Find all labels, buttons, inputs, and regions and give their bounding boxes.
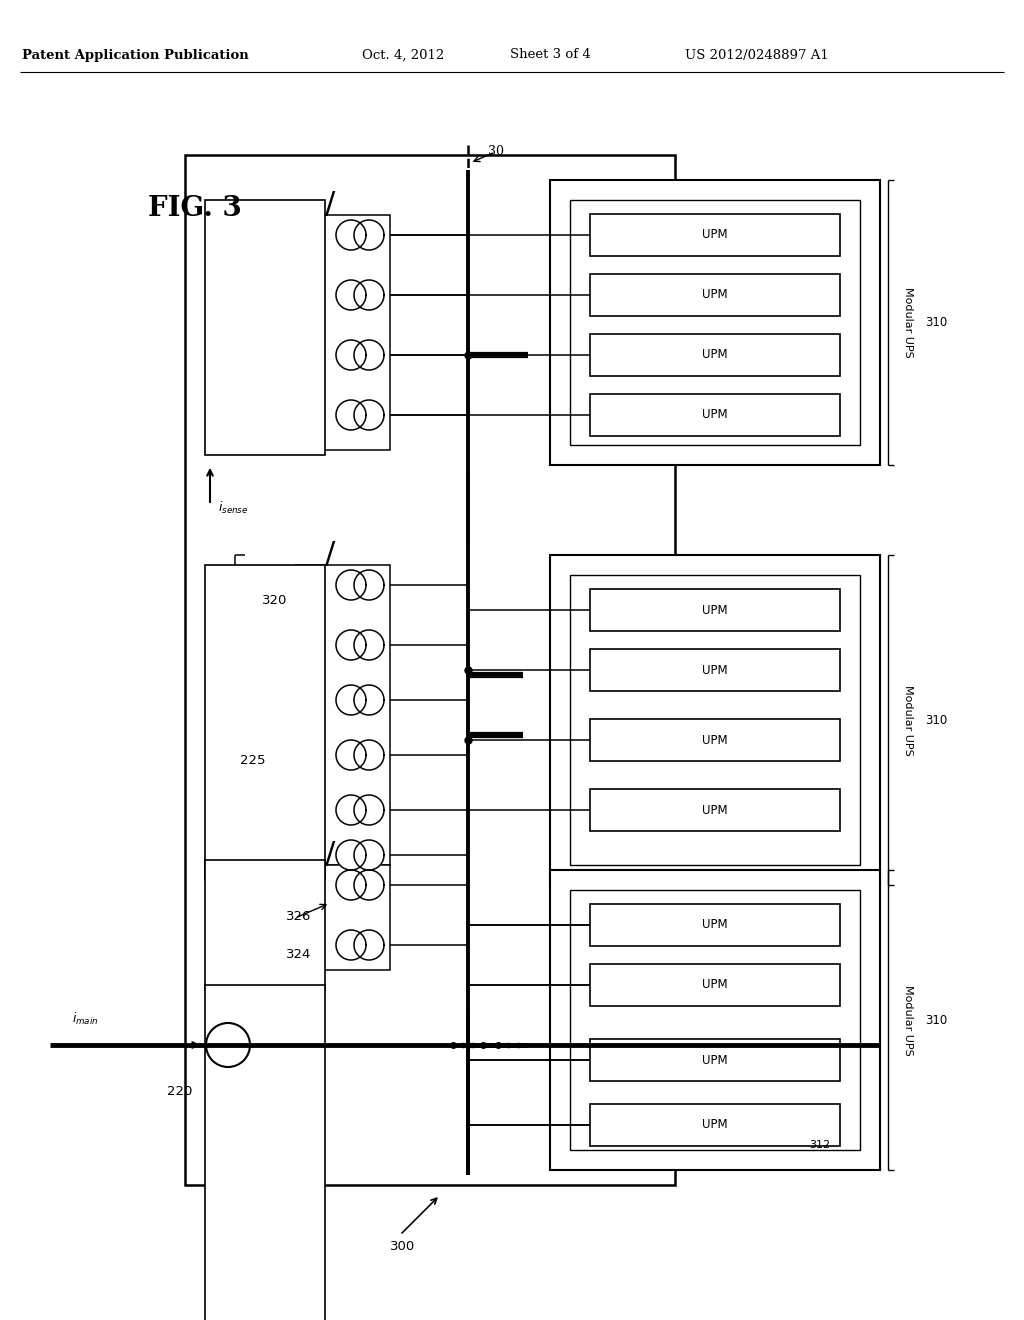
Bar — [253, 1023, 318, 1067]
Text: /: / — [325, 190, 335, 219]
Text: UPM: UPM — [702, 978, 728, 991]
Circle shape — [354, 400, 384, 430]
Circle shape — [206, 1023, 250, 1067]
Bar — [590, 589, 840, 631]
Circle shape — [336, 685, 366, 715]
Bar — [590, 964, 840, 1006]
Text: 310: 310 — [925, 1014, 947, 1027]
Bar — [590, 334, 840, 376]
Text: UPM: UPM — [702, 1053, 728, 1067]
Text: 300: 300 — [390, 1239, 416, 1253]
Text: Modular UPS: Modular UPS — [903, 288, 913, 358]
Text: UPM: UPM — [702, 664, 728, 676]
Text: UPM: UPM — [702, 804, 728, 817]
Circle shape — [354, 931, 384, 960]
Text: UPM: UPM — [702, 734, 728, 747]
Circle shape — [354, 630, 384, 660]
Text: UPM: UPM — [702, 1118, 728, 1131]
Text: UPM: UPM — [702, 228, 728, 242]
Text: Patent Application Publication: Patent Application Publication — [22, 49, 249, 62]
Text: 30: 30 — [488, 145, 504, 158]
Text: Modular UPS: Modular UPS — [903, 985, 913, 1056]
Text: 326: 326 — [286, 909, 311, 923]
Bar — [570, 576, 860, 865]
Text: UPM: UPM — [702, 289, 728, 301]
Bar — [550, 554, 880, 884]
Text: 324: 324 — [286, 948, 311, 961]
Bar — [590, 904, 840, 946]
Circle shape — [336, 400, 366, 430]
Circle shape — [336, 795, 366, 825]
Circle shape — [336, 741, 366, 770]
Text: US 2012/0248897 A1: US 2012/0248897 A1 — [685, 49, 828, 62]
Text: 310: 310 — [925, 714, 947, 726]
Circle shape — [354, 341, 384, 370]
Text: 220: 220 — [167, 1085, 193, 1098]
Text: UPM: UPM — [702, 348, 728, 362]
Text: UPM: UPM — [702, 408, 728, 421]
Circle shape — [354, 840, 384, 870]
Circle shape — [354, 685, 384, 715]
Circle shape — [336, 840, 366, 870]
Circle shape — [354, 280, 384, 310]
Circle shape — [354, 870, 384, 900]
Circle shape — [336, 870, 366, 900]
Bar — [295, 865, 390, 970]
Text: UPM: UPM — [702, 919, 728, 932]
Circle shape — [354, 741, 384, 770]
Circle shape — [354, 570, 384, 601]
Bar — [590, 275, 840, 315]
Text: $i_{sense}$: $i_{sense}$ — [218, 500, 249, 516]
Text: FIG. 3: FIG. 3 — [148, 195, 242, 222]
Bar — [590, 1104, 840, 1146]
Text: /: / — [325, 540, 335, 569]
Bar — [590, 1039, 840, 1081]
Text: Sheet 3 of 4: Sheet 3 of 4 — [510, 49, 591, 62]
Bar — [550, 180, 880, 465]
Text: UPM: UPM — [702, 603, 728, 616]
Circle shape — [336, 630, 366, 660]
Text: 320: 320 — [262, 594, 288, 606]
Bar — [295, 215, 390, 450]
Bar — [570, 201, 860, 445]
Bar — [185, 154, 675, 1185]
Circle shape — [354, 795, 384, 825]
Circle shape — [336, 931, 366, 960]
Bar — [205, 201, 325, 455]
Bar — [205, 861, 325, 990]
Bar — [590, 789, 840, 832]
Bar — [205, 565, 325, 880]
Circle shape — [354, 220, 384, 249]
Bar — [570, 890, 860, 1150]
Bar — [590, 393, 840, 436]
Text: $i_{main}$: $i_{main}$ — [72, 1011, 98, 1027]
Text: 310: 310 — [925, 315, 947, 329]
Text: 312: 312 — [809, 1140, 830, 1150]
Circle shape — [336, 280, 366, 310]
Text: Oct. 4, 2012: Oct. 4, 2012 — [362, 49, 444, 62]
Circle shape — [336, 341, 366, 370]
Bar — [590, 649, 840, 690]
Bar — [550, 870, 880, 1170]
Text: 225: 225 — [240, 754, 265, 767]
Bar — [590, 719, 840, 762]
Bar — [590, 214, 840, 256]
Circle shape — [336, 220, 366, 249]
Bar — [295, 565, 390, 865]
Text: /: / — [325, 840, 335, 869]
Text: Modular UPS: Modular UPS — [903, 685, 913, 755]
Bar — [205, 985, 325, 1320]
Circle shape — [336, 570, 366, 601]
